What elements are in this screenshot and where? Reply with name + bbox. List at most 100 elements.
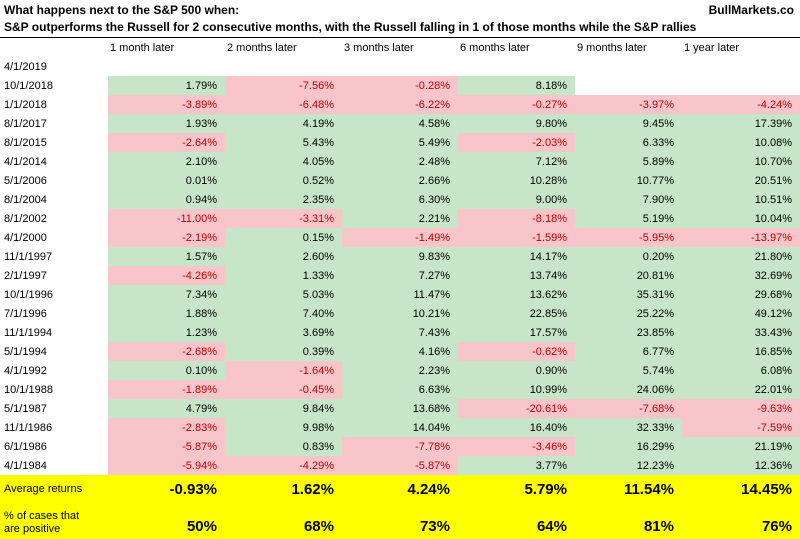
value-cell: 17.57% [458,323,575,342]
table-row: 5/1/1994 -2.68% 0.39% 4.16% -0.62% 6.77% 16.85… [0,342,800,361]
table-row: 10/1/1996 7.34% 5.03% 11.47% 13.62% 35.31% 29.… [0,285,800,304]
value-cell: 6.08% [682,361,800,380]
value-cell: 0.10% [108,361,225,380]
value-cell: 5.03% [225,285,342,304]
value-cell: 10.70% [682,152,800,171]
value-cell: -2.03% [458,133,575,152]
table-row: 4/1/2000 -2.19% 0.15% -1.49% -1.59% -5.95% -13… [0,228,800,247]
table-row: 10/1/1988 -1.89% -0.45% 6.63% 10.99% 24.06% 22… [0,380,800,399]
average-value-cell: 5.79% [458,475,575,503]
value-cell: -4.26% [108,266,225,285]
value-cell: 9.83% [342,247,458,266]
date-cell: 6/1/1986 [4,440,47,453]
value-cell: 35.31% [575,285,682,304]
average-value-cell: 11.54% [575,475,682,503]
percent-positive-value-cell: 81% [575,503,682,539]
value-cell: 1.79% [108,76,225,95]
value-cell: 10.04% [682,209,800,228]
value-cell: 20.81% [575,266,682,285]
date-cell: 4/1/2000 [4,231,47,244]
value-cell [682,76,800,95]
value-cell: -0.28% [342,76,458,95]
value-cell: 7.27% [342,266,458,285]
average-value-cell: 14.45% [682,475,800,503]
value-cell: 1.88% [108,304,225,323]
value-cell: 1.57% [108,247,225,266]
date-cell: 8/1/2017 [4,117,47,130]
value-cell: 10.21% [342,304,458,323]
date-cell: 8/1/2004 [4,193,47,206]
value-cell: 0.90% [458,361,575,380]
value-cell: -7.68% [575,399,682,418]
value-cell [342,57,458,76]
date-cell: 5/1/2006 [4,174,47,187]
column-header: 2 months later [227,41,297,54]
value-cell: 1.33% [225,266,342,285]
value-cell: 32.69% [682,266,800,285]
value-cell: 2.60% [225,247,342,266]
value-cell: 6.30% [342,190,458,209]
value-cell: 17.39% [682,114,800,133]
value-cell: 0.94% [108,190,225,209]
value-cell: 0.39% [225,342,342,361]
date-cell: 5/1/1994 [4,345,47,358]
value-cell: -13.97% [682,228,800,247]
value-cell: -2.64% [108,133,225,152]
value-cell: -11.00% [108,209,225,228]
value-cell: 16.85% [682,342,800,361]
table-row: 8/1/2002 -11.00% -3.31% 2.21% -8.18% 5.19% 10.… [0,209,800,228]
value-cell: 5.43% [225,133,342,152]
value-cell: 29.68% [682,285,800,304]
value-cell: -3.97% [575,95,682,114]
value-cell [108,57,225,76]
value-cell: 4.16% [342,342,458,361]
average-value-cell: 4.24% [342,475,458,503]
value-cell: 4.05% [225,152,342,171]
value-cell: -2.68% [108,342,225,361]
table-row: 4/1/1992 0.10% -1.64% 2.23% 0.90% 5.74% 6.08% [0,361,800,380]
table-row: 4/1/2014 2.10% 4.05% 2.48% 7.12% 5.89% 10.70% [0,152,800,171]
value-cell: 2.10% [108,152,225,171]
table-row: 5/1/1987 4.79% 9.84% 13.68% -20.61% -7.68% -9.… [0,399,800,418]
value-cell: 16.29% [575,437,682,456]
value-cell: -7.56% [225,76,342,95]
value-cell: 9.45% [575,114,682,133]
value-cell: -0.62% [458,342,575,361]
value-cell: 21.80% [682,247,800,266]
value-cell: -7.59% [682,418,800,437]
value-cell: 7.34% [108,285,225,304]
column-header: 3 months later [344,41,414,54]
value-cell: 6.77% [575,342,682,361]
brand-watermark: BullMarkets.co [708,2,794,17]
percent-positive-label: % of cases that are positive [0,503,108,539]
average-returns-label: Average returns [0,475,108,503]
date-cell: 10/1/1988 [4,383,53,396]
value-cell: 10.99% [458,380,575,399]
value-cell: 2.21% [342,209,458,228]
value-cell: -5.87% [108,437,225,456]
table-row: 6/1/1986 -5.87% 0.83% -7.78% -3.46% 16.29% 21.… [0,437,800,456]
average-returns-row: Average returns -0.93% 1.62% 4.24% 5.79% 11.5… [0,475,800,503]
date-cell: 11/1/1997 [4,250,53,263]
value-cell: 2.23% [342,361,458,380]
date-cell: 10/1/1996 [4,288,53,301]
table-row: 1/1/2018 -3.89% -6.48% -6.22% -0.27% -3.97% -4… [0,95,800,114]
value-cell: -7.78% [342,437,458,456]
value-cell: 21.19% [682,437,800,456]
value-cell: 2.66% [342,171,458,190]
value-cell: 25.22% [575,304,682,323]
column-header: 1 year later [684,41,740,54]
value-cell: -5.94% [108,456,225,475]
table-row: 8/1/2015 -2.64% 5.43% 5.49% -2.03% 6.33% 10.08… [0,133,800,152]
value-cell: -1.89% [108,380,225,399]
column-header: 6 months later [460,41,530,54]
value-cell: 1.93% [108,114,225,133]
value-cell: 4.58% [342,114,458,133]
value-cell: 10.08% [682,133,800,152]
value-cell: 5.49% [342,133,458,152]
percent-positive-value-cell: 64% [458,503,575,539]
value-cell: 0.01% [108,171,225,190]
value-cell: 0.52% [225,171,342,190]
date-cell: 8/1/2002 [4,212,47,225]
value-cell: 20.51% [682,171,800,190]
